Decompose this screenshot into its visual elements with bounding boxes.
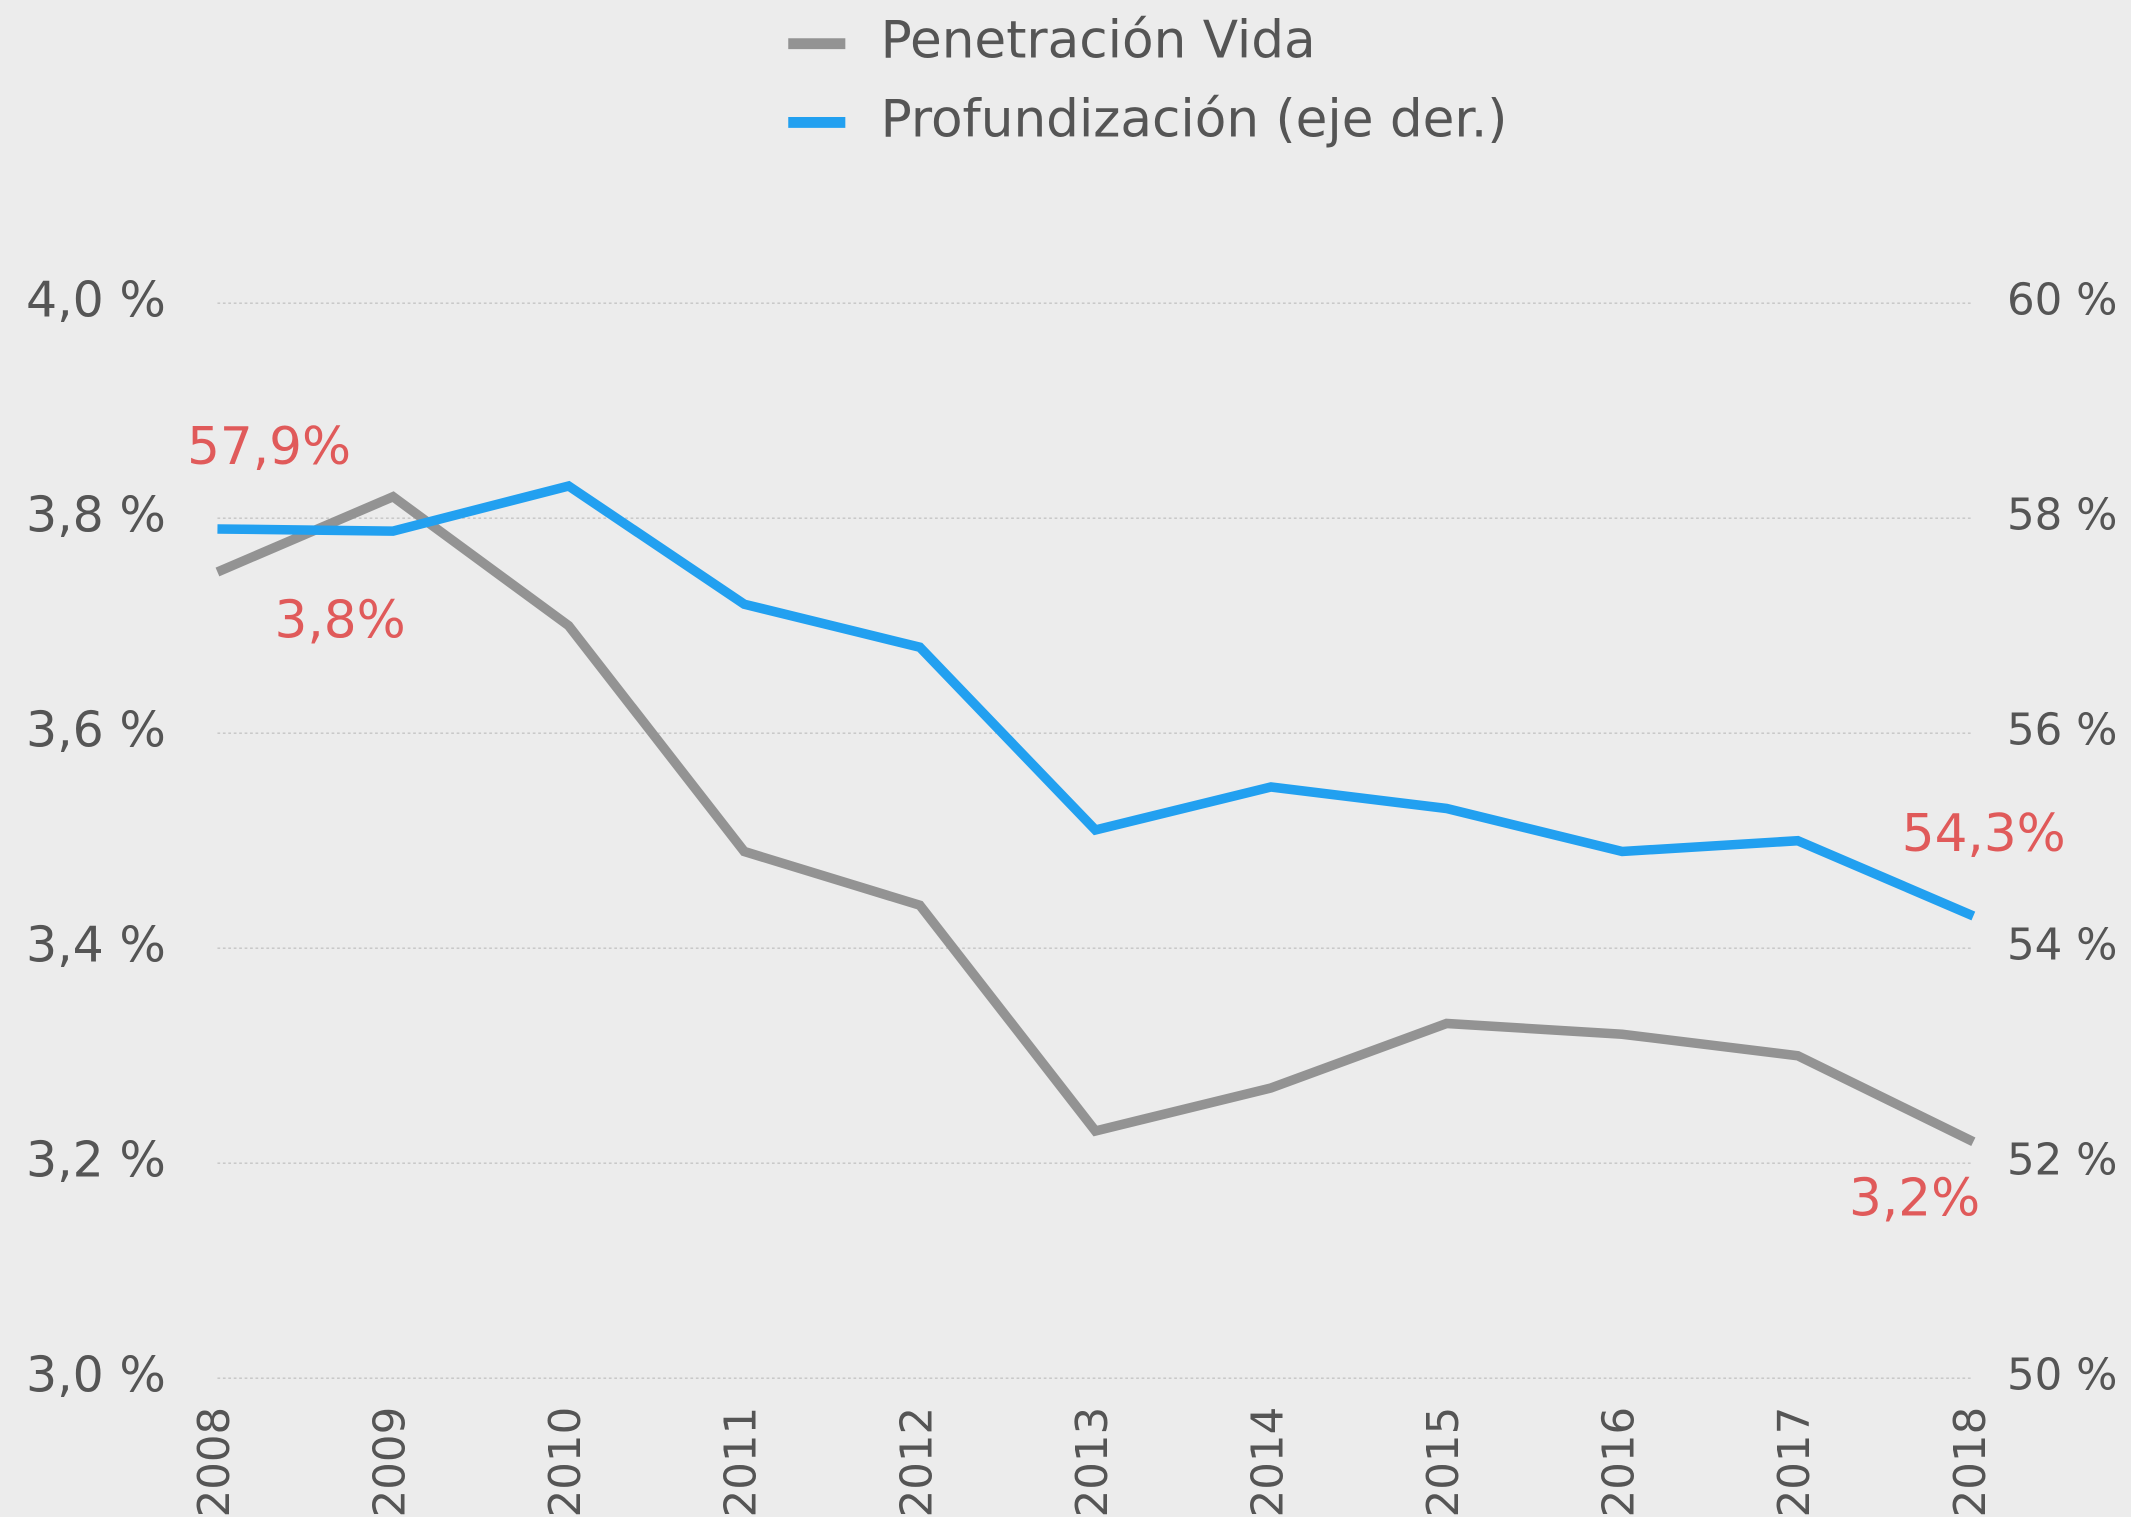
y-tick-label: 3,4 % [26,917,166,974]
x-tick-label: 2013 [1068,1407,1118,1517]
x-tick-label: 2009 [366,1407,416,1517]
y-tick-label: 3,6 % [26,702,166,759]
x-tick-label: 2016 [1595,1407,1645,1517]
value-label: 54,3% [1902,804,2066,864]
y2-tick-label: 60 % [2007,276,2117,326]
x-tick-label: 2015 [1419,1407,1469,1517]
x-tick-label: 2017 [1770,1407,1820,1517]
x-tick-label: 2018 [1946,1407,1996,1517]
legend-label: Profundización (eje der.) [881,89,1508,149]
y2-tick-label: 54 % [2007,921,2117,971]
y2-tick-label: 52 % [2007,1136,2117,1186]
y2-tick-label: 50 % [2007,1351,2117,1401]
y-tick-label: 3,2 % [26,1132,166,1189]
series-line [217,480,1976,921]
x-tick-label: 2008 [190,1407,240,1517]
legend-label: Penetración Vida [881,11,1316,71]
x-tick-label: 2014 [1243,1407,1293,1517]
x-tick-label: 2010 [541,1407,591,1517]
x-tick-label: 2012 [892,1407,942,1517]
y-tick-label: 4,0 % [26,272,166,329]
y2-tick-label: 56 % [2007,706,2117,756]
series-line [215,491,1976,1146]
y2-tick-label: 58 % [2007,491,2117,541]
x-tick-label: 2011 [717,1407,767,1517]
value-label: 3,8% [275,591,406,651]
value-label: 3,2% [1849,1169,1980,1229]
y-tick-label: 3,8 % [26,487,166,544]
value-label: 57,9% [187,417,351,477]
y-tick-label: 3,0 % [26,1347,166,1404]
